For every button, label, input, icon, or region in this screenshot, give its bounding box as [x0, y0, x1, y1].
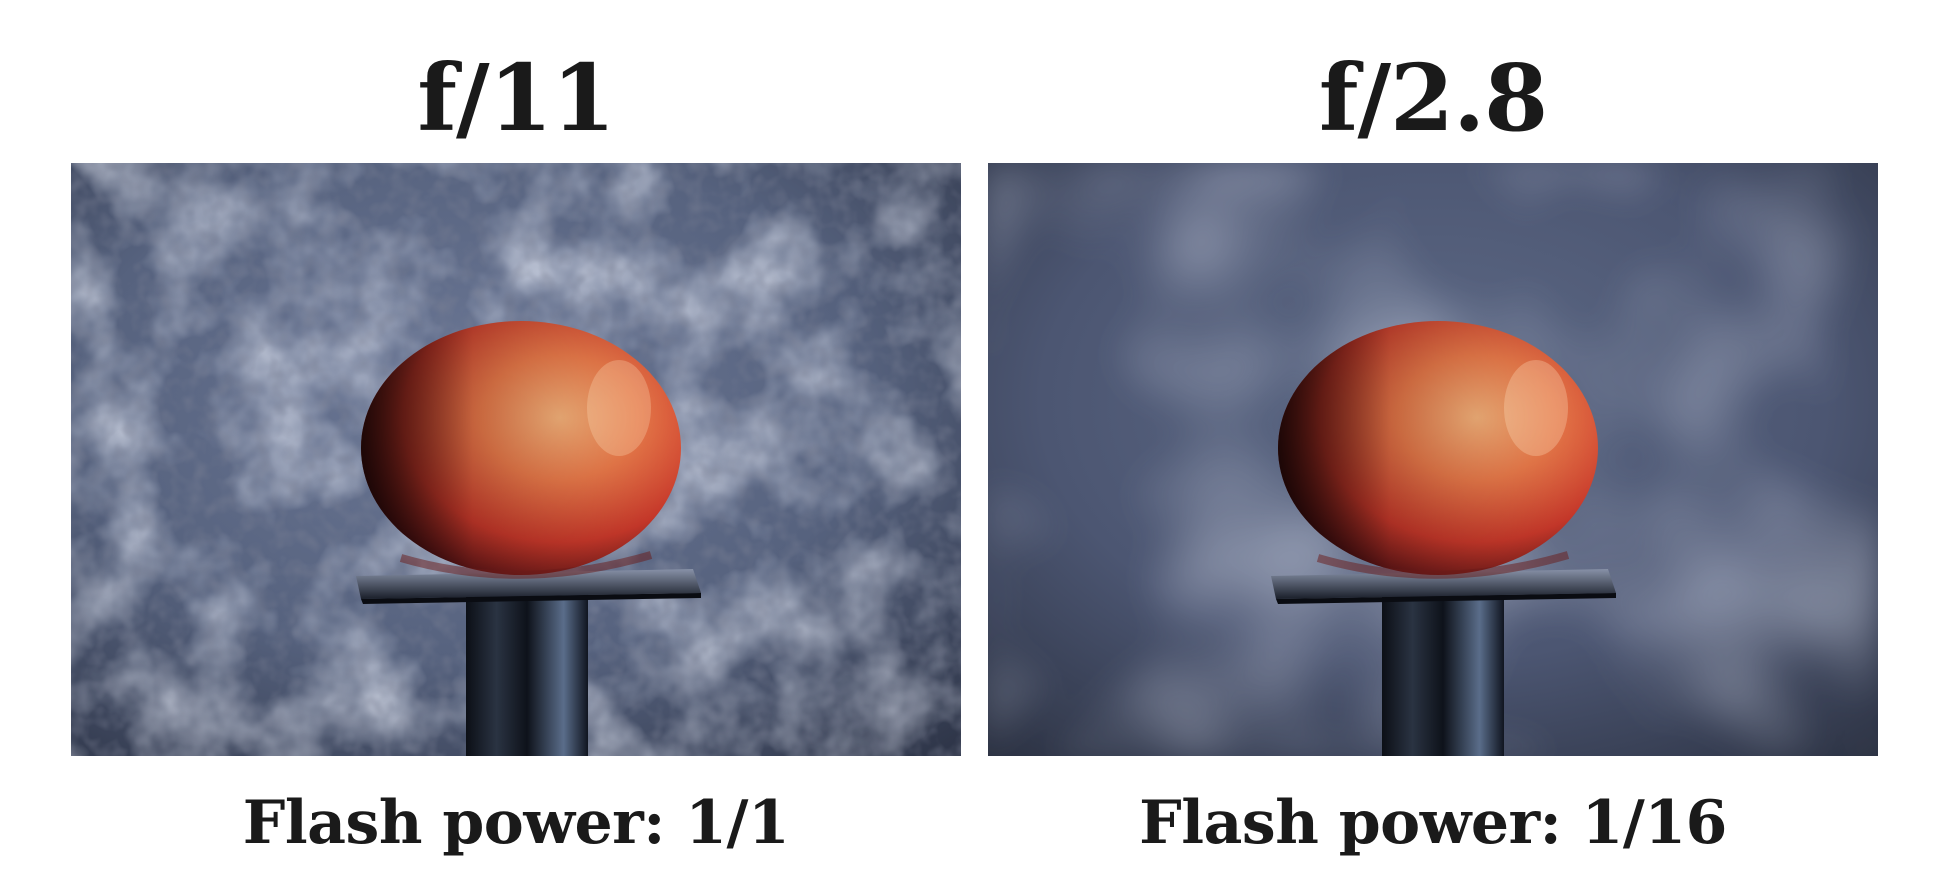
aperture-label: f/2.8: [1318, 44, 1548, 152]
aperture-label: f/11: [417, 44, 615, 152]
comparison-panel-left: f/11: [71, 0, 961, 890]
flash-power-caption: Flash power: 1/1: [242, 788, 790, 858]
comparison-panel-right: f/2.8: [988, 0, 1878, 890]
apple-photo-blurred-background: [988, 163, 1878, 756]
flash-power-caption: Flash power: 1/16: [1139, 788, 1727, 858]
apple-photo-image: [988, 163, 1878, 756]
apple-photo-image: [71, 163, 961, 756]
apple-photo-sharp-background: [71, 163, 961, 756]
